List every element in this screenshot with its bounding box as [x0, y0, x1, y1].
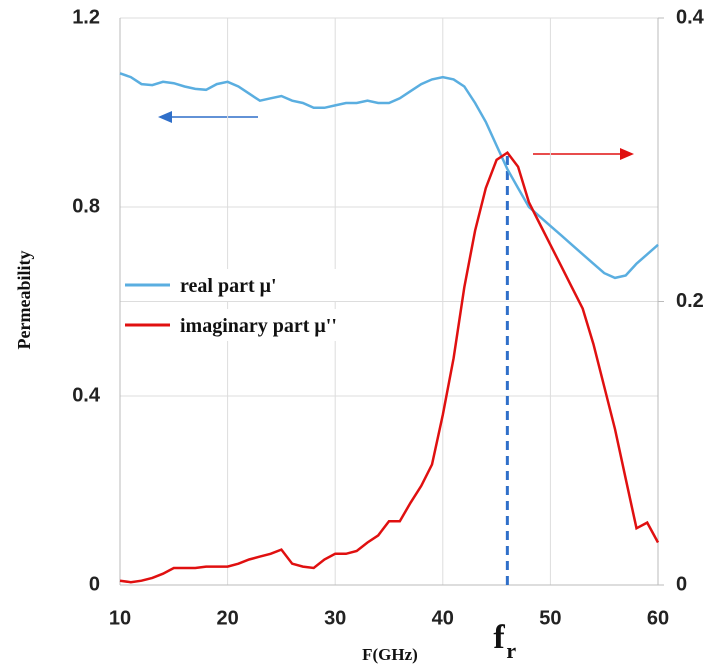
y2-tick-label: 0.4 — [676, 6, 705, 28]
y-tick-label: 0.4 — [72, 384, 101, 406]
x-tick-label: 10 — [109, 607, 131, 629]
y-tick-label: 1.2 — [72, 6, 100, 28]
arrow-right — [533, 148, 634, 160]
y2-tick-label: 0 — [676, 573, 687, 595]
legend-label: real part μ' — [180, 275, 277, 297]
x-tick-label: 30 — [324, 607, 346, 629]
y-axis-label: Permeability — [14, 251, 34, 350]
y-tick-label: 0.8 — [72, 195, 100, 217]
series-line — [119, 151, 660, 584]
arrow-left — [158, 111, 258, 123]
x-tick-label: 60 — [647, 607, 669, 629]
x-tick-label: 20 — [216, 607, 238, 629]
x-tick-label: 50 — [539, 607, 561, 629]
marker-label-sub: r — [506, 638, 516, 663]
x-tick-label: 40 — [432, 607, 454, 629]
legend-background — [123, 269, 413, 301]
marker-label: f — [493, 619, 505, 656]
y2-tick-label: 0.2 — [676, 290, 704, 312]
y-tick-label: 0 — [89, 573, 100, 595]
legend-label: imaginary part μ'' — [180, 315, 337, 337]
legend-background — [123, 309, 413, 341]
x-axis-label: F(GHz) — [362, 645, 418, 664]
series-line — [119, 72, 659, 280]
